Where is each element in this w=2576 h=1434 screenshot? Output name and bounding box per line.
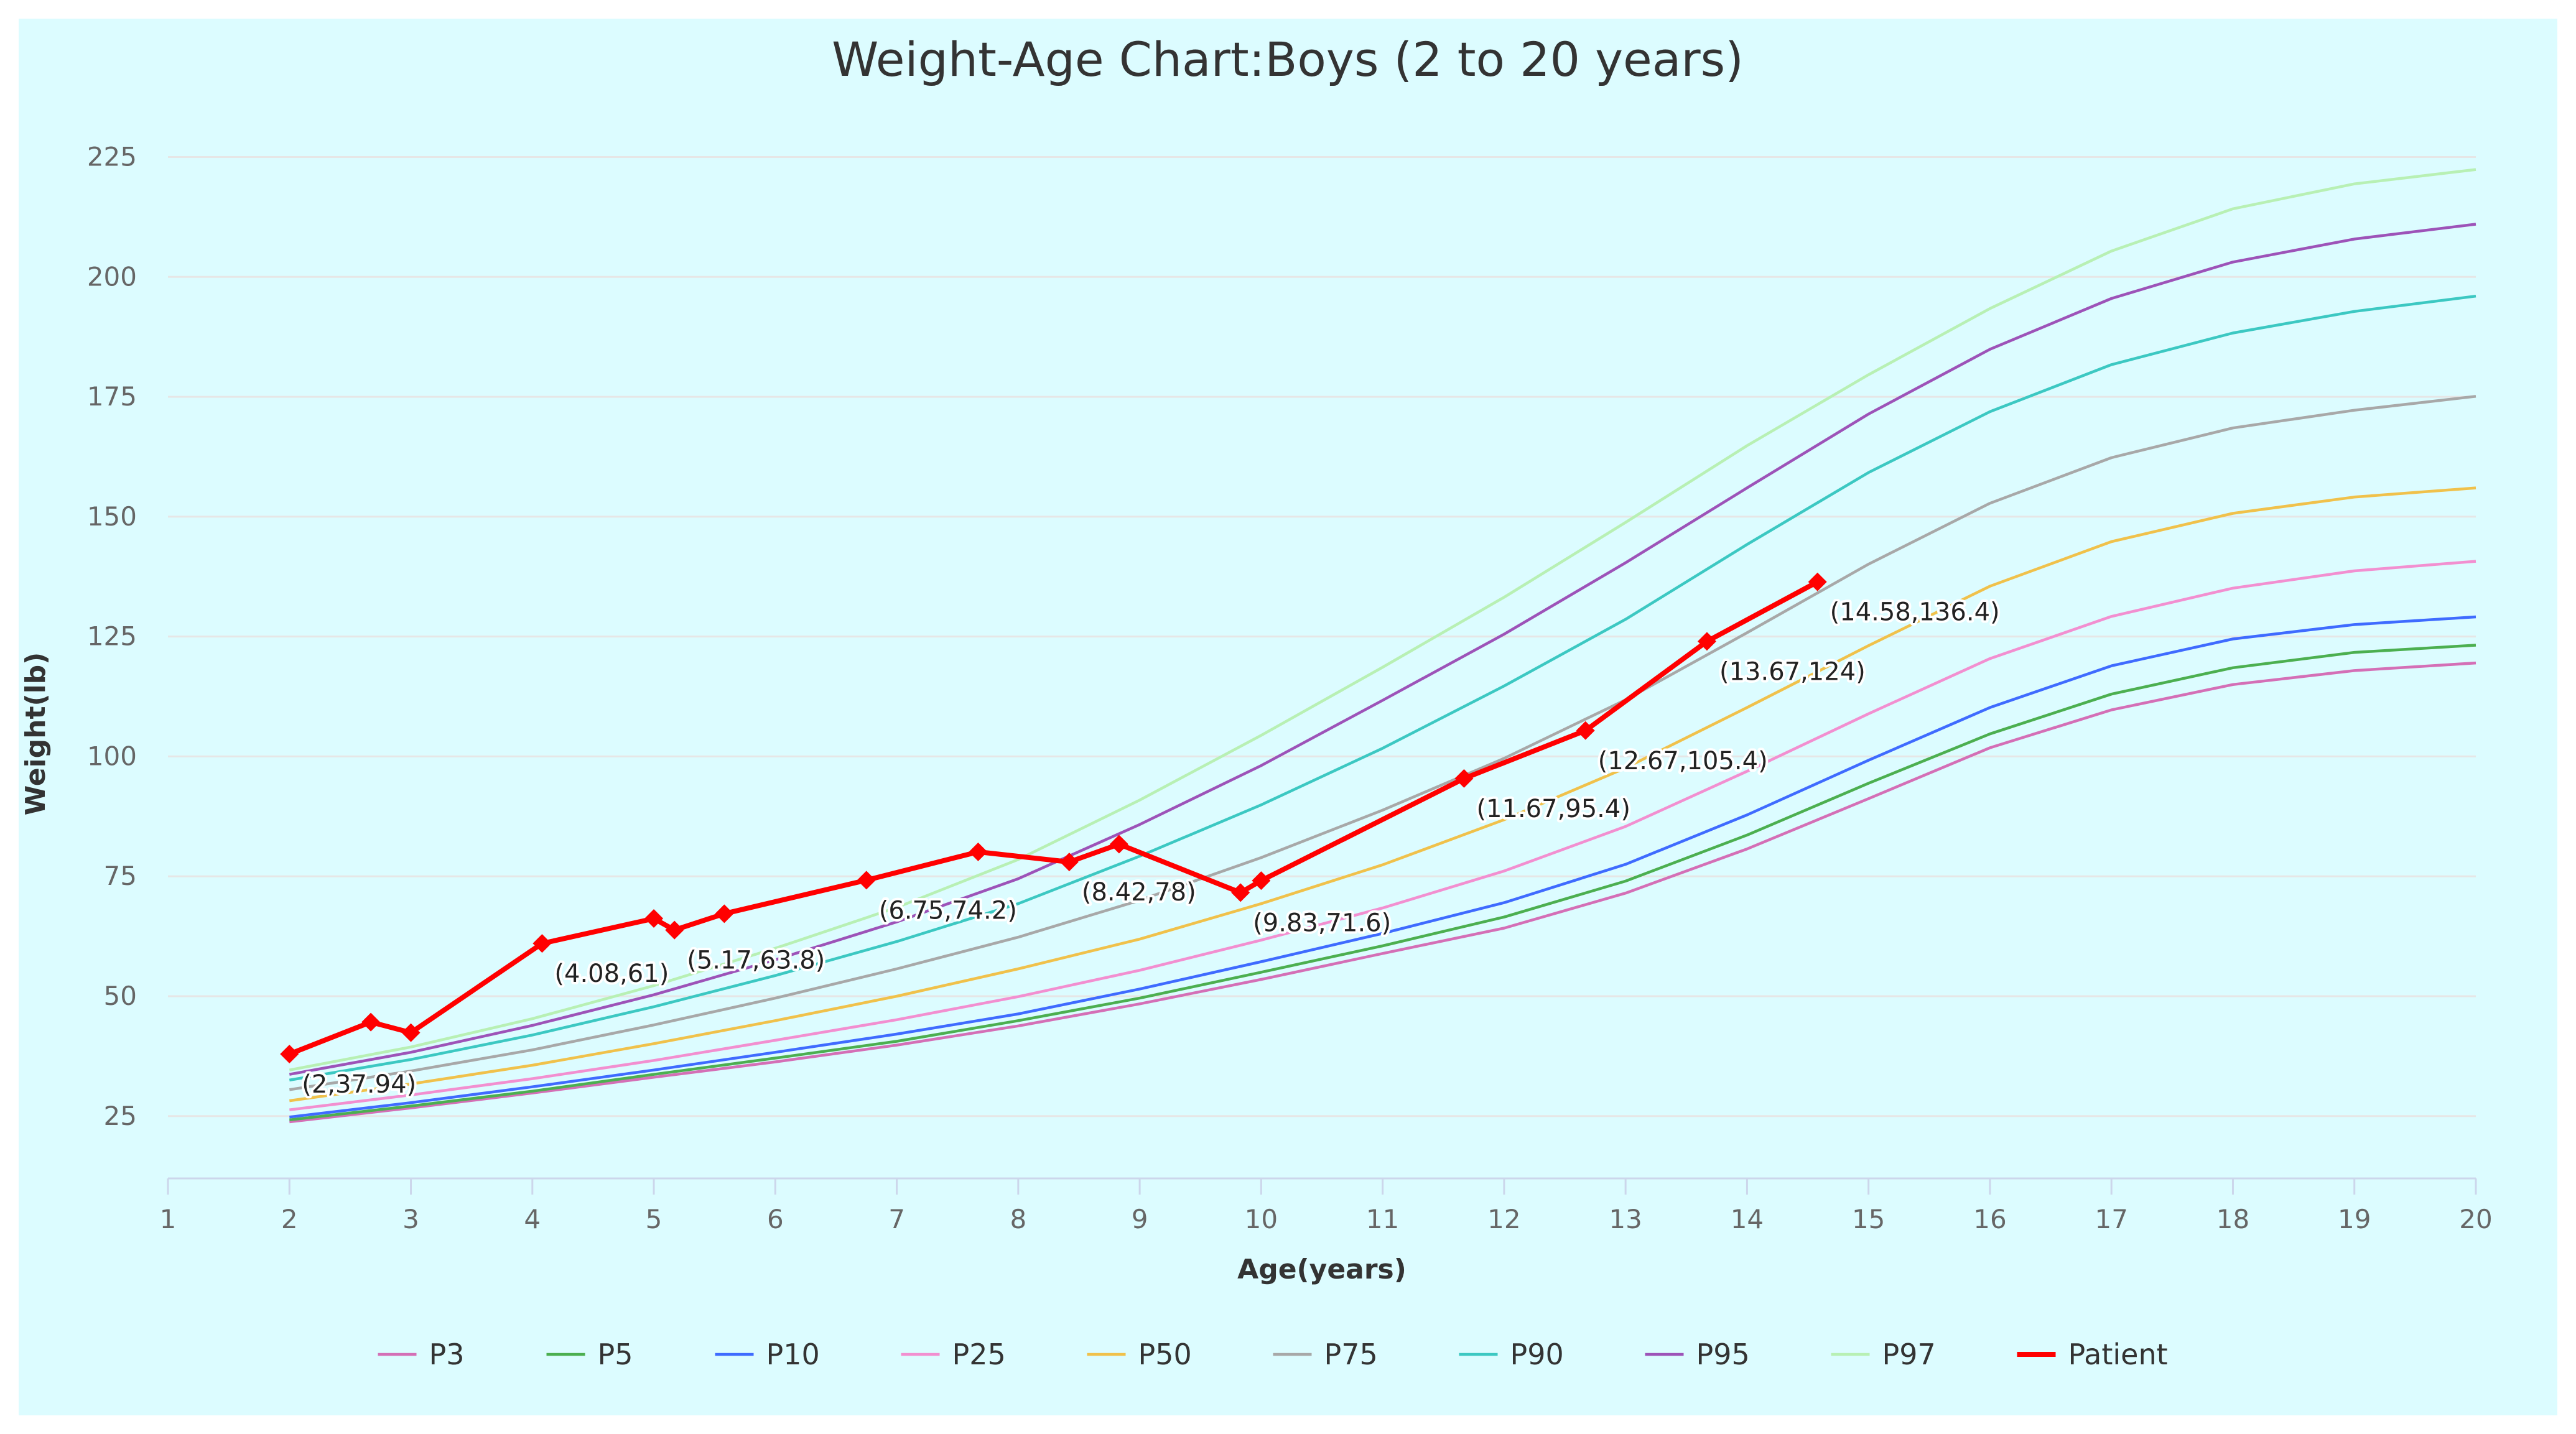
patient-point[interactable] xyxy=(644,909,664,928)
point-label: (2,37.94) xyxy=(302,1070,416,1099)
legend-item-p3[interactable]: P3 xyxy=(378,1338,465,1371)
x-tick-label: 14 xyxy=(1731,1204,1764,1234)
point-label: (13.67,124) xyxy=(1719,657,1866,686)
x-tick-label: 15 xyxy=(1852,1204,1885,1234)
patient-point[interactable] xyxy=(361,1012,381,1032)
y-tick-label: 150 xyxy=(87,501,137,532)
y-tick-label: 25 xyxy=(104,1101,137,1131)
legend-item-p10[interactable]: P10 xyxy=(715,1338,820,1371)
patient-point[interactable] xyxy=(280,1044,299,1063)
x-tick-label: 19 xyxy=(2338,1204,2371,1234)
series-p25-line xyxy=(289,560,2476,1111)
x-tick-label: 11 xyxy=(1366,1204,1399,1234)
x-tick-label: 20 xyxy=(2459,1204,2492,1234)
percentile-series xyxy=(289,168,2476,1124)
legend-item-p95[interactable]: P95 xyxy=(1645,1338,1750,1371)
series-p95-line xyxy=(289,223,2476,1076)
legend-label: P25 xyxy=(952,1338,1006,1371)
x-tick-label: 4 xyxy=(524,1204,541,1234)
patient-point[interactable] xyxy=(532,934,552,953)
y-tick-label: 175 xyxy=(87,381,137,412)
x-tick-label: 2 xyxy=(281,1204,298,1234)
y-tick-label: 125 xyxy=(87,621,137,652)
x-tick-label: 16 xyxy=(1973,1204,2006,1234)
y-axis: 25 50 75 100 125 150 175 200 225 xyxy=(87,142,137,1131)
x-tick-label: 18 xyxy=(2216,1204,2249,1234)
patient-point[interactable] xyxy=(1576,721,1595,740)
x-tick-label: 8 xyxy=(1010,1204,1026,1234)
x-tick-label: 1 xyxy=(160,1204,177,1234)
x-tick-label: 7 xyxy=(888,1204,905,1234)
legend-label: Patient xyxy=(2068,1338,2168,1371)
y-tick-label: 200 xyxy=(87,261,137,292)
grid-lines xyxy=(168,156,2476,1117)
series-p5-line xyxy=(289,644,2476,1122)
series-p50-line xyxy=(289,486,2476,1103)
series-p75-line xyxy=(289,395,2476,1091)
legend-item-p75[interactable]: P75 xyxy=(1273,1338,1378,1371)
x-axis: 1 2 3 4 5 6 7 8 9 10 11 12 13 14 15 16 17 18 19 20 xyxy=(160,1177,2493,1234)
series-p3-line xyxy=(289,661,2476,1124)
patient-point[interactable] xyxy=(1808,572,1827,591)
patient-point[interactable] xyxy=(1454,769,1474,788)
legend-label: P90 xyxy=(1510,1338,1564,1371)
patient-point[interactable] xyxy=(1059,853,1079,872)
x-tick-label: 3 xyxy=(402,1204,419,1234)
legend-label: P10 xyxy=(766,1338,820,1371)
legend-item-p90[interactable]: P90 xyxy=(1459,1338,1564,1371)
point-label: (6.75,74.2) xyxy=(879,896,1017,925)
point-label: (14.58,136.4) xyxy=(1830,598,2000,627)
point-label: (9.83,71.6) xyxy=(1253,909,1391,937)
y-axis-title: Weight(lb) xyxy=(20,652,52,816)
x-tick-label: 5 xyxy=(646,1204,663,1234)
patient-point[interactable] xyxy=(857,871,876,890)
legend: P3 P5 P10 P25 P50 P75 P90 P95 P97 Patient xyxy=(378,1338,2168,1371)
y-tick-label: 50 xyxy=(104,981,137,1011)
point-label: (12.67,105.4) xyxy=(1598,747,1768,775)
patient-point[interactable] xyxy=(1109,835,1128,854)
point-label: (4.08,61) xyxy=(554,960,669,988)
legend-label: P75 xyxy=(1324,1338,1378,1371)
x-tick-label: 12 xyxy=(1487,1204,1520,1234)
x-axis-title: Age(years) xyxy=(1237,1254,1407,1285)
legend-item-patient[interactable]: Patient xyxy=(2017,1338,2168,1371)
patient-point[interactable] xyxy=(401,1023,421,1042)
series-p97-line xyxy=(289,168,2476,1071)
series-p90-line xyxy=(289,294,2476,1082)
legend-item-p5[interactable]: P5 xyxy=(546,1338,633,1371)
x-tick-label: 17 xyxy=(2095,1204,2127,1234)
patient-point[interactable] xyxy=(665,920,684,940)
y-tick-label: 75 xyxy=(104,861,137,891)
patient-point[interactable] xyxy=(1231,883,1250,902)
legend-item-p97[interactable]: P97 xyxy=(1831,1338,1936,1371)
patient-point[interactable] xyxy=(1697,632,1716,651)
x-tick-label: 10 xyxy=(1245,1204,1278,1234)
legend-item-p50[interactable]: P50 xyxy=(1087,1338,1192,1371)
patient-point[interactable] xyxy=(1252,871,1271,890)
patient-point[interactable] xyxy=(969,842,988,861)
point-label: (5.17,63.8) xyxy=(687,946,825,975)
patient-series xyxy=(280,572,1827,1063)
x-tick-label: 9 xyxy=(1132,1204,1148,1234)
point-label: (11.67,95.4) xyxy=(1476,795,1630,823)
data-labels: (2,37.94) (4.08,61) (5.17,63.8) (6.75,74.2)… xyxy=(299,596,2002,1101)
legend-label: P50 xyxy=(1138,1338,1192,1371)
legend-item-p25[interactable]: P25 xyxy=(901,1338,1006,1371)
legend-label: P97 xyxy=(1882,1338,1936,1371)
patient-point[interactable] xyxy=(715,904,734,923)
point-label: (8.42,78) xyxy=(1082,878,1196,907)
series-p10-line xyxy=(289,615,2476,1119)
legend-label: P95 xyxy=(1696,1338,1750,1371)
legend-label: P5 xyxy=(598,1338,633,1371)
y-tick-label: 225 xyxy=(87,142,137,172)
y-tick-label: 100 xyxy=(87,741,137,771)
x-tick-label: 13 xyxy=(1609,1204,1642,1234)
chart-title: Weight-Age Chart:Boys (2 to 20 years) xyxy=(832,32,1744,87)
legend-label: P3 xyxy=(429,1338,465,1371)
x-tick-label: 6 xyxy=(767,1204,784,1234)
